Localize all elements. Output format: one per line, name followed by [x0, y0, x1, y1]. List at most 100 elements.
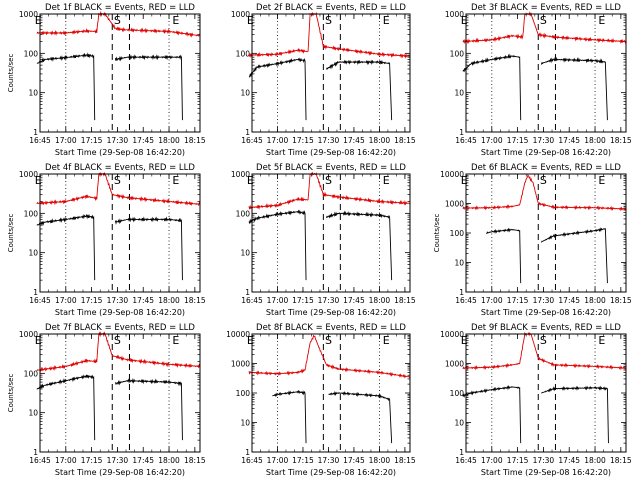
x-tick-label: 17:30	[318, 296, 340, 305]
segment-letter: E	[247, 334, 254, 347]
x-tick-label: 18:00	[584, 456, 606, 465]
segment-letter: E	[461, 334, 468, 347]
segment-letter: S	[325, 14, 332, 27]
y-axis-label: Counts/sec	[7, 54, 15, 93]
x-axis-label: Start Time (29-Sep-08 16:42:20)	[55, 468, 185, 477]
lld-series-line	[36, 331, 201, 372]
y-tick-label: 1000	[231, 360, 250, 369]
y-tick-label: 1	[459, 128, 464, 137]
x-tick-label: 18:15	[610, 456, 632, 465]
x-tick-label: 18:00	[158, 456, 180, 465]
segment-letter: E	[461, 14, 468, 27]
y-tick-label: 10	[454, 89, 464, 98]
events-series-line	[462, 53, 522, 121]
lld-series-line	[462, 11, 627, 45]
x-tick-label: 18:00	[158, 296, 180, 305]
segment-letter: E	[598, 14, 605, 27]
x-tick-label: 18:15	[184, 296, 206, 305]
x-tick-label: 17:45	[132, 296, 154, 305]
x-axis-label: Start Time (29-Sep-08 16:42:20)	[481, 148, 611, 157]
x-tick-label: 17:00	[481, 456, 503, 465]
x-axis-label: Start Time (29-Sep-08 16:42:20)	[266, 468, 396, 477]
y-tick-label: 10	[240, 249, 250, 258]
y-tick-label: 1000	[445, 10, 464, 19]
x-tick-label: 17:45	[558, 296, 580, 305]
segment-letter: E	[172, 334, 179, 347]
events-series-line	[328, 390, 393, 444]
y-axis-label: Counts/sec	[7, 214, 15, 253]
x-tick-label: 17:00	[267, 136, 289, 145]
x-axis-label: Start Time (29-Sep-08 16:42:20)	[481, 308, 611, 317]
lld-series-line	[36, 172, 201, 207]
x-tick-label: 17:15	[507, 136, 529, 145]
x-tick-label: 18:15	[394, 136, 416, 145]
x-tick-label: 17:00	[267, 456, 289, 465]
lld-series-line	[36, 10, 201, 38]
x-tick-label: 17:45	[558, 136, 580, 145]
x-tick-label: 18:15	[184, 136, 206, 145]
segment-letter: S	[114, 174, 121, 187]
segment-letter: E	[172, 174, 179, 187]
panel-det-8: Det 8f BLACK = Events, RED = LLD Start Ti…	[226, 323, 416, 477]
y-tick-label: 100	[236, 209, 251, 218]
x-axis-label: Start Time (29-Sep-08 16:42:20)	[55, 308, 185, 317]
plot-frame	[39, 13, 201, 133]
lld-series-line	[248, 334, 411, 379]
y-axis-label: Counts/sec	[7, 374, 15, 413]
x-tick-label: 17:30	[533, 456, 555, 465]
x-tick-label: 16:45	[241, 296, 263, 305]
x-tick-label: 17:15	[81, 136, 103, 145]
panel-det-2: Det 2f BLACK = Events, RED = LLD Start Ti…	[231, 3, 416, 157]
x-tick-label: 18:15	[184, 456, 206, 465]
y-tick-label: 1000	[231, 10, 250, 19]
x-tick-label: 16:45	[455, 136, 477, 145]
events-series-line	[272, 389, 307, 444]
y-tick-label: 1000	[231, 170, 250, 179]
x-tick-label: 17:15	[81, 296, 103, 305]
segment-letter: E	[247, 14, 254, 27]
panel-det-1: Det 1f BLACK = Events, RED = LLD Start Ti…	[7, 3, 206, 157]
x-tick-label: 17:00	[55, 296, 77, 305]
segment-letter: E	[247, 174, 254, 187]
y-tick-label: 100	[450, 389, 465, 398]
y-tick-label: 1	[33, 448, 38, 457]
plot-frame	[465, 333, 627, 453]
x-tick-label: 17:00	[481, 296, 503, 305]
events-series-line	[36, 374, 96, 441]
segment-letter: S	[540, 14, 547, 27]
segment-letter: E	[35, 174, 42, 187]
segment-letter: S	[114, 334, 121, 347]
plot-frame	[251, 173, 411, 293]
panel-title: Det 1f BLACK = Events, RED = LLD	[45, 3, 195, 13]
x-tick-label: 17:15	[292, 136, 314, 145]
y-tick-label: 100	[450, 49, 465, 58]
panel-title: Det 9f BLACK = Events, RED = LLD	[471, 323, 621, 333]
segment-letter: S	[540, 174, 547, 187]
x-tick-label: 17:15	[292, 296, 314, 305]
lld-series-line	[462, 174, 627, 212]
segment-letter: S	[325, 334, 332, 347]
x-tick-label: 16:45	[29, 136, 51, 145]
x-tick-label: 17:45	[343, 456, 365, 465]
events-series-line	[486, 227, 522, 284]
x-tick-label: 17:15	[507, 456, 529, 465]
panel-det-6: Det 6f BLACK = Events, RED = LLD Start Ti…	[433, 163, 632, 317]
x-axis-label: Start Time (29-Sep-08 16:42:20)	[55, 148, 185, 157]
events-series-line	[248, 57, 307, 121]
x-tick-label: 17:45	[343, 136, 365, 145]
x-tick-label: 18:15	[610, 296, 632, 305]
plot-frame	[251, 13, 411, 133]
x-tick-label: 17:30	[107, 296, 129, 305]
panel-title: Det 5f BLACK = Events, RED = LLD	[256, 163, 406, 173]
events-series-line	[540, 56, 608, 121]
y-tick-label: 1000	[19, 170, 38, 179]
x-tick-label: 17:30	[107, 136, 129, 145]
x-tick-label: 17:15	[292, 456, 314, 465]
y-tick-label: 1	[245, 288, 250, 297]
y-axis-label: Counts/sec	[433, 214, 441, 253]
segment-letter: E	[598, 174, 605, 187]
x-tick-label: 16:45	[455, 456, 477, 465]
events-series-line	[36, 213, 96, 281]
panel-title: Det 8f BLACK = Events, RED = LLD	[256, 323, 406, 333]
